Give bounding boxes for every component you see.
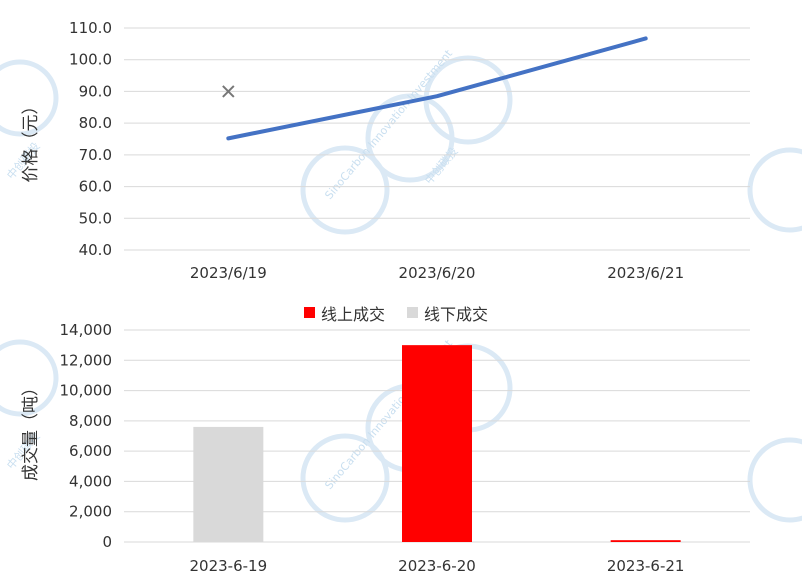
price-series [222,36,648,141]
price-x-tick-label: 2023/6/20 [399,264,476,282]
price-x-ticks: 2023/6/19 2023/6/20 2023/6/21 [190,264,684,282]
price-y-tick-label: 50.0 [79,209,112,227]
volume-y-ticks: 0 2,000 4,000 6,000 8,000 10,000 12,000 14,000 [60,321,113,551]
price-y-tick-label: 100.0 [69,51,112,69]
watermark-text-1: 中创碳投 [422,144,461,187]
volume-y-tick-label: 2,000 [69,503,112,521]
price-x-tick-label: 2023/6/21 [607,264,684,282]
volume-x-tick-label: 2023-6-20 [398,557,476,575]
volume-bar [193,426,264,542]
legend-label: 线上成交 [321,305,385,324]
legend-swatch [407,307,418,318]
legend-swatch [304,307,315,318]
volume-y-tick-label: 12,000 [60,351,113,369]
volume-y-tick-label: 14,000 [60,321,113,339]
price-y-ticks: 40.0 50.0 60.0 70.0 80.0 90.0 100.0 110.0 [69,19,112,259]
volume-x-ticks: 2023-6-19 2023-6-20 2023-6-21 [190,557,685,575]
price-y-tick-label: 110.0 [69,19,112,37]
price-line-chart: 40.0 50.0 60.0 70.0 80.0 90.0 100.0 110.0 2023/… [21,19,750,282]
volume-legend: 线上成交 线下成交 [304,305,488,324]
price-x-marker [222,85,235,98]
watermark-layer: SinoCarbon Innovation Investment中创碳投中创碳投… [0,47,802,523]
volume-bar-chart: 线上成交 线下成交 0 2,000 4,000 6,000 8,000 10,000 12,0… [21,305,750,575]
watermark-circle-4 [747,147,802,233]
watermark-circle-5 [0,339,59,417]
volume-bar [610,540,681,542]
volume-axis-title: 成交量（吨） [21,379,41,481]
volume-x-tick-label: 2023-6-21 [607,557,685,575]
price-y-tick-label: 70.0 [79,146,112,164]
volume-x-tick-label: 2023-6-19 [190,557,268,575]
legend-label: 线下成交 [424,305,488,324]
volume-y-tick-label: 10,000 [60,382,113,400]
watermark-circle-0 [0,59,59,137]
watermark-circle-6 [300,433,390,523]
volume-y-tick-label: 4,000 [69,472,112,490]
volume-bar [402,345,472,542]
price-y-tick-label: 40.0 [79,241,112,259]
volume-y-tick-label: 0 [102,533,112,551]
price-y-tick-label: 80.0 [79,114,112,132]
price-axis-title: 价格（元） [21,98,41,183]
volume-y-tick-label: 6,000 [69,442,112,460]
volume-y-tick-label: 8,000 [69,412,112,430]
watermark-circle-1 [300,145,390,235]
price-y-tick-label: 60.0 [79,178,112,196]
price-series-line [226,36,648,141]
watermark-circle-9 [747,437,802,523]
price-x-tick-label: 2023/6/19 [190,264,267,282]
price-y-tick-label: 90.0 [79,82,112,100]
volume-bars [193,345,681,542]
